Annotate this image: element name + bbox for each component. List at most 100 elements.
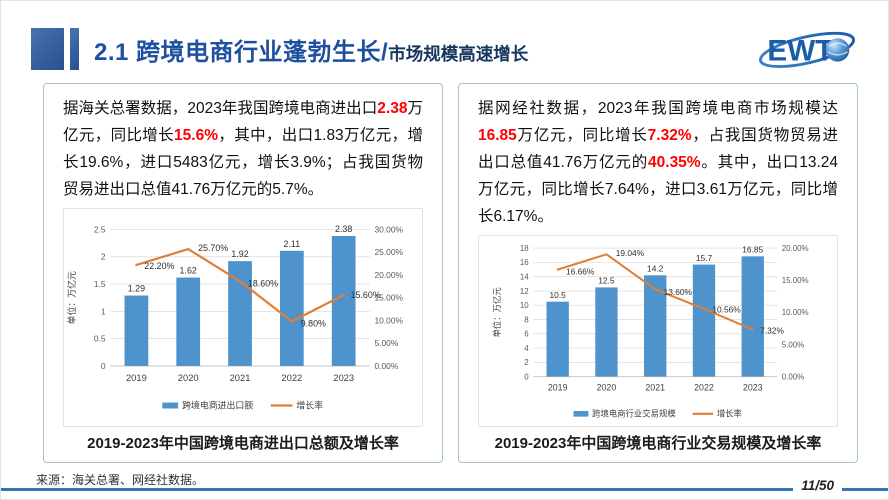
source-note: 来源：海关总署、网经社数据。 [36,473,205,487]
svg-text:8: 8 [524,315,529,324]
svg-text:20.00%: 20.00% [375,270,404,280]
svg-text:16.85: 16.85 [742,245,763,255]
ewto-logo: EWT [750,22,864,76]
logo-globe-meridians [827,42,848,56]
svg-text:2021: 2021 [230,372,251,383]
svg-text:2020: 2020 [178,372,199,383]
svg-text:14.2: 14.2 [647,264,664,274]
svg-text:增长率: 增长率 [717,409,742,419]
svg-text:2019: 2019 [548,383,568,393]
svg-text:2023: 2023 [743,383,763,393]
svg-text:2022: 2022 [281,372,302,383]
svg-text:跨境电商进出口额: 跨境电商进出口额 [182,399,253,410]
logo-orbit-swoosh [758,31,856,68]
svg-text:5.00%: 5.00% [782,340,804,349]
svg-text:单位：万亿元: 单位：万亿元 [66,271,77,324]
svg-text:14: 14 [520,273,529,282]
svg-text:20.00%: 20.00% [782,244,809,253]
svg-text:25.00%: 25.00% [375,247,404,257]
svg-text:2019: 2019 [126,372,147,383]
summary-text-market-scale: 据网经社数据，2023年我国跨境电商市场规模达 16.85万亿元，同比增长7.32… [478,95,838,230]
svg-text:5.00%: 5.00% [375,338,399,348]
svg-text:10.00%: 10.00% [782,308,809,317]
chart-caption-left: 2019-2023年中国跨境电商进出口总额及增长率 [87,435,399,452]
page-number: 11/50 [793,478,842,493]
svg-text:单位：万亿元: 单位：万亿元 [492,287,502,337]
chart-frame-right: 0 2 4 6 8 10 12 14 16 18 0.00% 5.00% 10.00% 15.00% 20.… [478,235,838,427]
svg-text:10.56%: 10.56% [712,305,741,315]
svg-text:15.7: 15.7 [696,253,713,263]
text-segment: ，其中，出口1.83万亿元，增长19.6%，进口5483亿元，增长3.9%；占我… [63,127,423,198]
svg-text:15.00%: 15.00% [375,293,404,303]
bar-line-chart-market-scale: 0 2 4 6 8 10 12 14 16 18 0.00% 5.00% 10.00% 15.00% 20.… [492,244,809,419]
svg-text:16.66%: 16.66% [566,266,595,276]
svg-text:1.29: 1.29 [128,284,145,294]
svg-text:2020: 2020 [597,383,617,393]
svg-text:30.00%: 30.00% [375,224,404,234]
panel-import-export: 据海关总署数据，2023年我国跨境电商进出口2.38万亿元，同比增长15.6%，… [43,83,443,463]
svg-text:2: 2 [101,252,106,262]
svg-text:2023: 2023 [333,372,354,383]
svg-text:18: 18 [520,244,529,253]
text-segment: ，占我国货物贸易进出口总值41.76万亿元的 [478,127,838,171]
ewto-logo-graphic: EWT [758,31,856,68]
accent-square [31,28,64,70]
svg-text:10.5: 10.5 [550,290,567,300]
logo-globe-icon [825,38,850,62]
title-accent-blocks [31,28,79,70]
svg-text:15.00%: 15.00% [782,276,809,285]
summary-text-import-export: 据海关总署数据，2023年我国跨境电商进出口2.38万亿元，同比增长15.6%，… [63,95,423,203]
svg-text:1.92: 1.92 [231,249,248,259]
content-panels: 据海关总署数据，2023年我国跨境电商进出口2.38万亿元，同比增长15.6%，… [43,83,858,463]
svg-text:1: 1 [101,306,106,316]
highlight-value: 7.32% [647,127,692,144]
svg-text:增长率: 增长率 [296,399,323,410]
svg-text:16: 16 [520,258,529,267]
text-segment: 据海关总署数据，2023年我国跨境电商进出口 [63,100,378,117]
svg-text:2.5: 2.5 [94,224,106,234]
svg-text:0: 0 [524,372,529,381]
svg-text:25.70%: 25.70% [198,243,228,253]
title-main: 2.1 跨境电商行业蓬勃生长/ [94,38,389,66]
text-segment: 。其中，出口13.24万亿元，同比增长7.64%，进口3.61万亿元，同比增长6… [478,154,838,225]
svg-text:10: 10 [520,301,529,310]
svg-text:2: 2 [524,358,528,367]
page-title: 2.1 跨境电商行业蓬勃生长/ 市场规模高速增长 [94,32,528,67]
bar-line-chart-import-export: 0 0.5 1 1.5 2 2.5 0.00% 5.00% 10.00% 15.00% 20.00%… [66,224,404,410]
svg-text:2021: 2021 [645,383,665,393]
chart-caption-right: 2019-2023年中国跨境电商行业交易规模及增长率 [494,435,822,452]
svg-text:2.11: 2.11 [284,239,301,249]
highlight-value: 15.6% [174,127,218,144]
footer-divider [1,488,888,491]
svg-text:15.60%: 15.60% [351,290,381,300]
accent-bar [70,28,79,70]
svg-text:22.20%: 22.20% [144,261,174,271]
svg-text:0.00%: 0.00% [375,361,399,371]
svg-text:9.80%: 9.80% [301,318,326,328]
svg-text:2.38: 2.38 [335,224,352,234]
svg-text:1.62: 1.62 [180,266,197,276]
text-segment: 万亿元，同比增长 [516,127,648,144]
svg-text:12.5: 12.5 [598,276,615,286]
svg-text:10.00%: 10.00% [375,315,404,325]
svg-text:跨境电商行业交易规模: 跨境电商行业交易规模 [592,409,676,419]
svg-text:4: 4 [524,344,529,353]
svg-text:19.04%: 19.04% [616,248,645,258]
text-segment: 据网经社数据，2023年我国跨境电商市场规模达 [478,100,838,117]
panel-market-scale: 据网经社数据，2023年我国跨境电商市场规模达16.85万亿元，同比增长7.32… [458,83,858,463]
highlight-value: 2.38 [377,100,408,117]
svg-text:0.5: 0.5 [94,334,106,344]
svg-text:7.32%: 7.32% [760,325,784,335]
highlight-value: 40.35% [648,154,701,171]
highlight-value: 16.85 [478,127,517,144]
svg-text:0.00%: 0.00% [782,372,804,381]
title-subtitle: 市场规模高速增长 [388,43,529,64]
text-segment: 万亿元，同比增长 [63,100,423,144]
svg-text:1.5: 1.5 [94,279,106,289]
svg-text:0: 0 [101,361,106,371]
logo-text: EWT [767,35,833,68]
svg-text:6: 6 [524,330,529,339]
svg-text:13.60%: 13.60% [664,287,693,297]
slide-header: 2.1 跨境电商行业蓬勃生长/ 市场规模高速增长 [31,21,864,77]
svg-text:18.60%: 18.60% [248,278,278,288]
